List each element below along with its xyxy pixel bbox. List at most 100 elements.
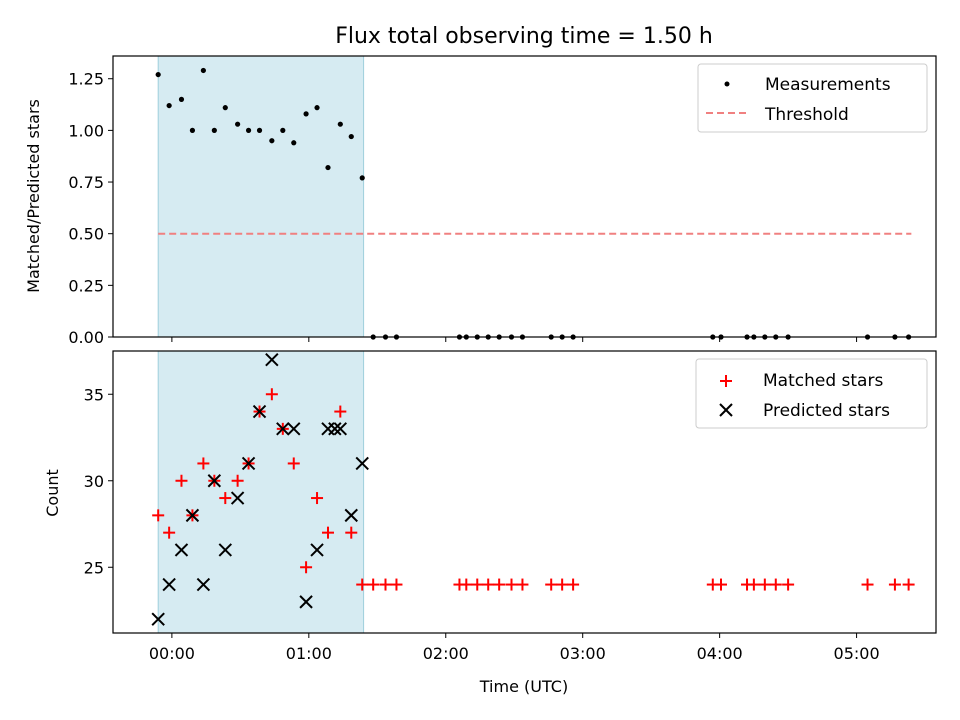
matched-star-point bbox=[567, 578, 580, 591]
bottom-legend: Matched stars Predicted stars bbox=[695, 358, 928, 429]
bottom-legend-box bbox=[695, 358, 928, 429]
predicted-star-point bbox=[287, 422, 301, 436]
matched-star-point bbox=[493, 578, 506, 591]
matched-star-point bbox=[769, 578, 782, 591]
measurement-point bbox=[166, 102, 172, 109]
measurement-point bbox=[245, 127, 252, 133]
matched-star-point bbox=[287, 457, 300, 470]
matched-star-point bbox=[321, 526, 334, 539]
top-plot-frame bbox=[112, 55, 937, 338]
matched-star-point bbox=[482, 578, 495, 591]
predicted-star-point bbox=[151, 612, 165, 626]
x-tick-label: 04:00 bbox=[697, 644, 743, 663]
predicted-star-point bbox=[230, 491, 245, 505]
predicted-star-point bbox=[355, 456, 369, 471]
top-y-axis-label: Matched/Predicted stars bbox=[24, 99, 43, 293]
matched-star-point bbox=[265, 388, 278, 401]
predicted-star-point bbox=[344, 508, 358, 523]
measurement-point bbox=[155, 71, 161, 78]
matched-star-point bbox=[545, 578, 558, 591]
predicted-star-point bbox=[299, 595, 313, 609]
y-tick-label: 35 bbox=[84, 385, 104, 404]
y-tick-label: 0.75 bbox=[68, 173, 104, 192]
measurement-point bbox=[235, 121, 241, 127]
predicted-star-point bbox=[310, 543, 324, 557]
measurement-point bbox=[256, 127, 263, 133]
matched-star-point bbox=[197, 457, 210, 470]
measurement-point bbox=[359, 175, 365, 181]
matched-star-point bbox=[460, 578, 473, 591]
matched-star-point bbox=[334, 405, 347, 418]
matched-star-point bbox=[367, 578, 380, 591]
measurement-point bbox=[222, 105, 228, 111]
x-tick-label: 03:00 bbox=[560, 644, 606, 663]
y-tick-label: 0.00 bbox=[68, 328, 104, 347]
predicted-star-point bbox=[276, 422, 290, 436]
x-tick-label: 01:00 bbox=[286, 644, 332, 663]
top-legend-box bbox=[697, 63, 928, 133]
matched-star-point bbox=[379, 578, 392, 591]
measurement-point bbox=[325, 164, 331, 171]
matched-star-point bbox=[311, 492, 324, 505]
legend-measurements-marker bbox=[724, 81, 730, 87]
y-tick-label: 0.25 bbox=[68, 276, 104, 295]
matched-star-point bbox=[747, 578, 760, 591]
bottom-y-axis-label: Count bbox=[43, 469, 62, 517]
bottom-plot-frame bbox=[112, 350, 937, 634]
x-tick-label: 05:00 bbox=[834, 644, 880, 663]
matched-star-point bbox=[231, 474, 244, 487]
y-tick-label: 30 bbox=[84, 472, 104, 491]
predicted-star-point bbox=[328, 422, 342, 436]
observing-time-span bbox=[157, 55, 365, 338]
matched-star-point bbox=[516, 578, 529, 591]
predicted-star-point bbox=[174, 543, 189, 557]
matched-star-point bbox=[300, 561, 313, 574]
measurement-point bbox=[189, 127, 196, 133]
measurement-point bbox=[269, 138, 275, 144]
matched-star-point bbox=[471, 578, 484, 591]
measurement-point bbox=[348, 133, 354, 140]
matched-star-point bbox=[152, 509, 165, 522]
matched-star-point bbox=[861, 578, 874, 591]
legend-predicted-label: Predicted stars bbox=[763, 401, 890, 421]
y-tick-label: 1.25 bbox=[68, 70, 104, 89]
measurement-point bbox=[178, 96, 185, 102]
predicted-star-point bbox=[196, 577, 211, 592]
y-tick-label: 1.00 bbox=[68, 121, 104, 140]
predicted-star-point bbox=[265, 352, 279, 367]
legend-measurements-label: Measurements bbox=[765, 75, 891, 95]
legend-predicted-marker bbox=[719, 403, 733, 417]
observing-time-span bbox=[157, 350, 365, 634]
top-axes: Flux total observing time = 1.50 h Match… bbox=[24, 24, 937, 347]
matched-star-point bbox=[163, 526, 176, 539]
predicted-star-point bbox=[241, 456, 256, 471]
y-tick-label: 0.50 bbox=[68, 225, 104, 244]
measurement-point bbox=[314, 105, 320, 111]
matched-star-point bbox=[902, 578, 915, 591]
bottom-x-axis-label: Time (UTC) bbox=[479, 677, 568, 696]
matched-star-point bbox=[556, 578, 569, 591]
matched-star-point bbox=[758, 578, 771, 591]
measurement-point bbox=[200, 67, 206, 74]
top-legend: Measurements Threshold bbox=[697, 63, 928, 133]
matched-star-point bbox=[175, 474, 188, 487]
top-chart-title: Flux total observing time = 1.50 h bbox=[335, 24, 713, 49]
predicted-star-point bbox=[218, 543, 232, 557]
x-tick-label: 02:00 bbox=[423, 644, 469, 663]
predicted-star-point bbox=[333, 422, 348, 436]
legend-threshold-label: Threshold bbox=[764, 105, 849, 125]
predicted-star-point bbox=[162, 577, 176, 592]
matched-star-point bbox=[356, 578, 369, 591]
matched-star-point bbox=[715, 578, 728, 591]
measurement-point bbox=[211, 127, 217, 133]
y-tick-label: 25 bbox=[84, 558, 104, 577]
measurement-point bbox=[337, 121, 343, 127]
predicted-star-point bbox=[252, 404, 267, 419]
matched-star-point bbox=[505, 578, 518, 591]
matched-star-point bbox=[390, 578, 403, 591]
legend-matched-marker bbox=[720, 375, 732, 387]
bottom-axes: Count Time (UTC) 25 30 35 00:00 01:00 02:00 0… bbox=[43, 350, 937, 696]
legend-matched-label: Matched stars bbox=[763, 371, 883, 391]
measurement-point bbox=[291, 140, 297, 146]
